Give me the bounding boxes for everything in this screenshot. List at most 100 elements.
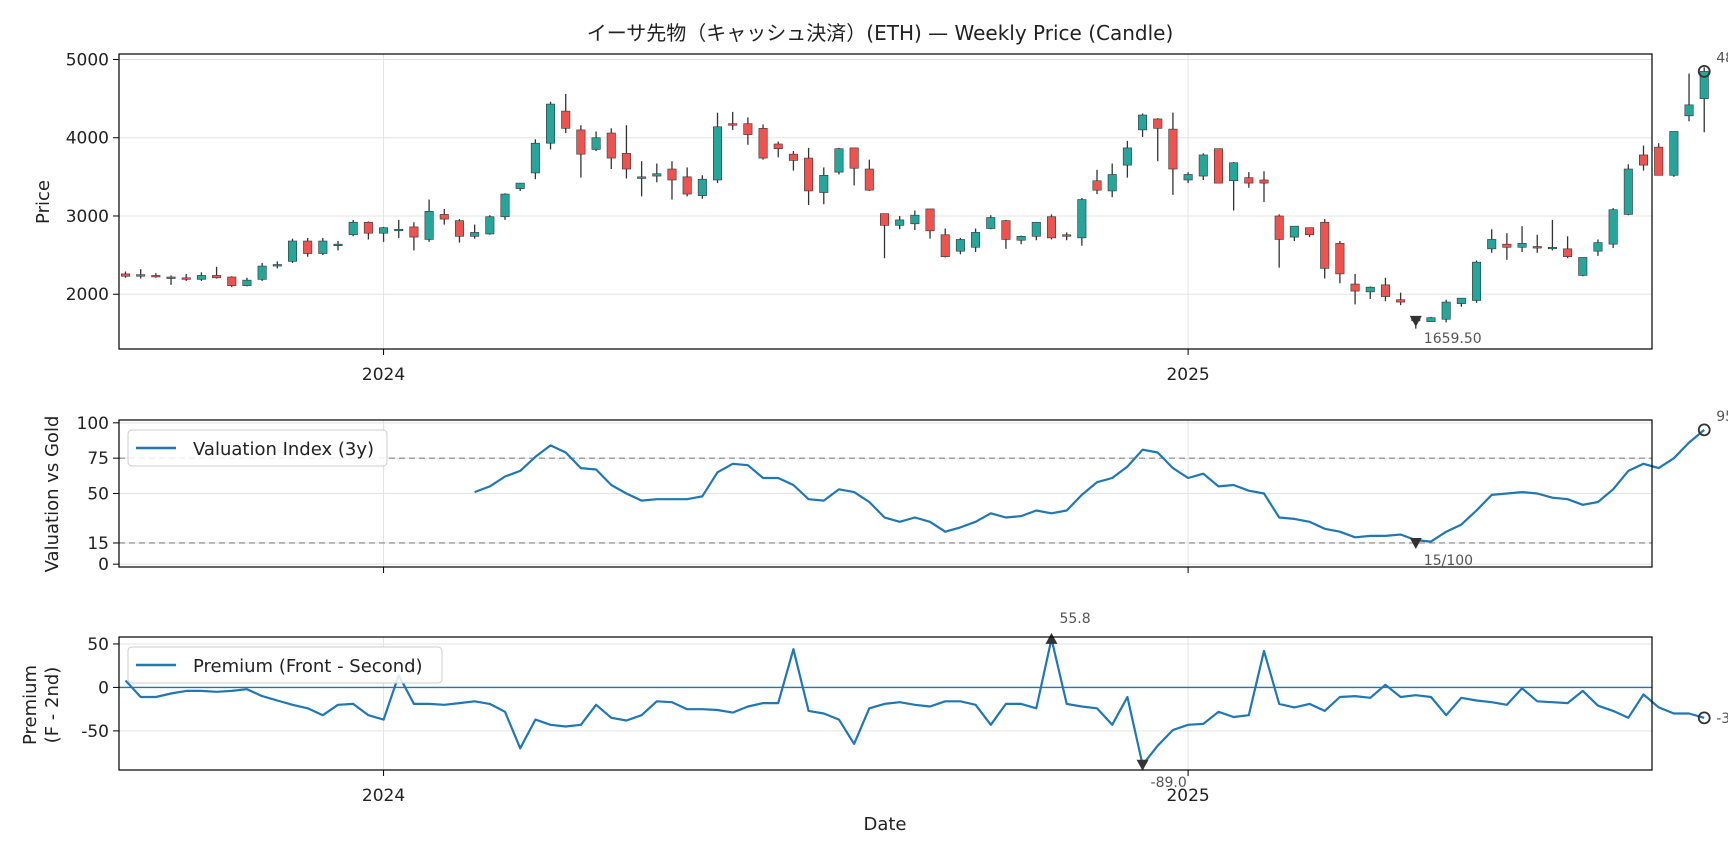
valuation-axes: 015 50 75 100 (77, 414, 1189, 575)
candle-body (1639, 154, 1649, 166)
candle-body (728, 123, 738, 126)
candle-body (1213, 148, 1223, 184)
candle-body (1547, 246, 1557, 250)
candle-body (439, 214, 449, 220)
candle-body (1229, 162, 1239, 182)
candle-body (910, 214, 920, 225)
candle-body (1578, 257, 1588, 276)
candle-body (1016, 236, 1026, 241)
candle-body (1168, 128, 1178, 170)
candle-body (1122, 147, 1132, 166)
candle-body (1608, 209, 1618, 245)
y-tick-label: 0 (98, 555, 109, 575)
candle-body (1320, 221, 1330, 269)
candle-body (500, 193, 510, 218)
candle-body (895, 219, 905, 226)
y-tick-label: 4000 (66, 129, 109, 149)
candle-body (971, 232, 981, 248)
candle-body (272, 264, 282, 267)
candle-body (1244, 177, 1254, 184)
valuation-panel: 95/100 15/100 015 50 75 100 Valuation vs Gol… (42, 409, 1728, 575)
premium-plot-frame (118, 636, 1653, 771)
candle-body (804, 157, 814, 192)
y-tick-label: -50 (81, 722, 109, 742)
candle-body (864, 168, 874, 191)
candle-body (1532, 246, 1542, 249)
price-panel: 4848.001659.50 200030004000500020242025 … (33, 50, 1728, 385)
candle-body (1487, 239, 1497, 250)
candle-body (379, 227, 389, 234)
valuation-legend-label: Valuation Index (3y) (193, 439, 374, 460)
y-tick-label: 15 (87, 534, 109, 554)
candle-body (318, 240, 328, 254)
y-tick-label: 5000 (66, 50, 109, 70)
candle-body (713, 126, 723, 181)
candle-body (955, 239, 965, 252)
candle-body (834, 148, 844, 173)
candle-body (667, 168, 677, 181)
price-axis-label: Price (33, 180, 54, 224)
candle-body (1153, 118, 1163, 129)
candle-body (470, 232, 480, 237)
premium-annotations: 55.8 -89.0 -35.0 (1045, 611, 1728, 791)
candle-body (1289, 225, 1299, 238)
candle-body (788, 153, 798, 161)
candle-body (1138, 114, 1148, 131)
candle-body (363, 221, 373, 234)
premium-axis-label-line1: Premium (20, 665, 41, 745)
candle-body (1107, 174, 1117, 192)
annotation-label: 15/100 (1424, 553, 1473, 569)
annotation-marker-circle (1697, 711, 1711, 725)
candle-body (1092, 180, 1102, 191)
candle-body (1198, 154, 1208, 177)
annotation-label: -35.0 (1716, 711, 1728, 727)
candle-body (697, 178, 707, 196)
x-tick-label: 2024 (362, 365, 405, 385)
candle-body (1001, 220, 1011, 240)
series-line (124, 637, 1705, 766)
candle-body (257, 265, 267, 280)
valuation-axis-label: Valuation vs Gold (42, 416, 63, 573)
candle-body (1365, 286, 1375, 293)
premium-gridlines (119, 637, 1652, 770)
series-line (474, 429, 1705, 543)
premium-legend: Premium (Front - Second) (127, 646, 443, 684)
candle-body (1456, 297, 1466, 304)
candle-body (287, 240, 297, 262)
candle-body (333, 243, 343, 247)
annotation-marker-triangle-down (1136, 759, 1149, 771)
candle-body (1472, 261, 1482, 301)
candle-body (1062, 234, 1072, 237)
y-tick-label: 50 (87, 485, 109, 505)
candle-body (1426, 317, 1436, 322)
candle-body (515, 182, 525, 189)
y-tick-label: 0 (98, 678, 109, 698)
candle-body (181, 277, 191, 280)
y-tick-label: 100 (77, 414, 109, 434)
candle-body (1274, 215, 1284, 240)
candle-body (1380, 284, 1390, 297)
candle-body (606, 132, 616, 159)
candle-body (1350, 283, 1360, 292)
valuation-legend: Valuation Index (3y) (127, 429, 388, 467)
candle-body (1259, 179, 1269, 184)
premium-axes: -50 0 50 2024 2025 (81, 635, 1210, 806)
candle-body (1699, 71, 1709, 99)
candle-body (1517, 243, 1527, 248)
premium-series (124, 637, 1705, 766)
annotation-label: 95/100 (1716, 409, 1728, 425)
annotation-marker-triangle-down (1409, 537, 1422, 549)
x-axis-label: Date (863, 814, 906, 835)
annotation-marker-circle (1697, 64, 1711, 78)
candle-body (773, 143, 783, 149)
annotation-marker-triangle-up (1045, 632, 1058, 644)
candle-body (1563, 248, 1573, 257)
annotation-label: 55.8 (1059, 611, 1090, 627)
candle-body (819, 174, 829, 193)
candle-body (242, 279, 252, 286)
price-axes: 2000 3000 4000 5000 2024 2025 (66, 50, 1210, 385)
candle-body (1623, 168, 1633, 215)
annotation-label: -89.0 (1151, 775, 1187, 791)
candle-body (743, 123, 753, 135)
